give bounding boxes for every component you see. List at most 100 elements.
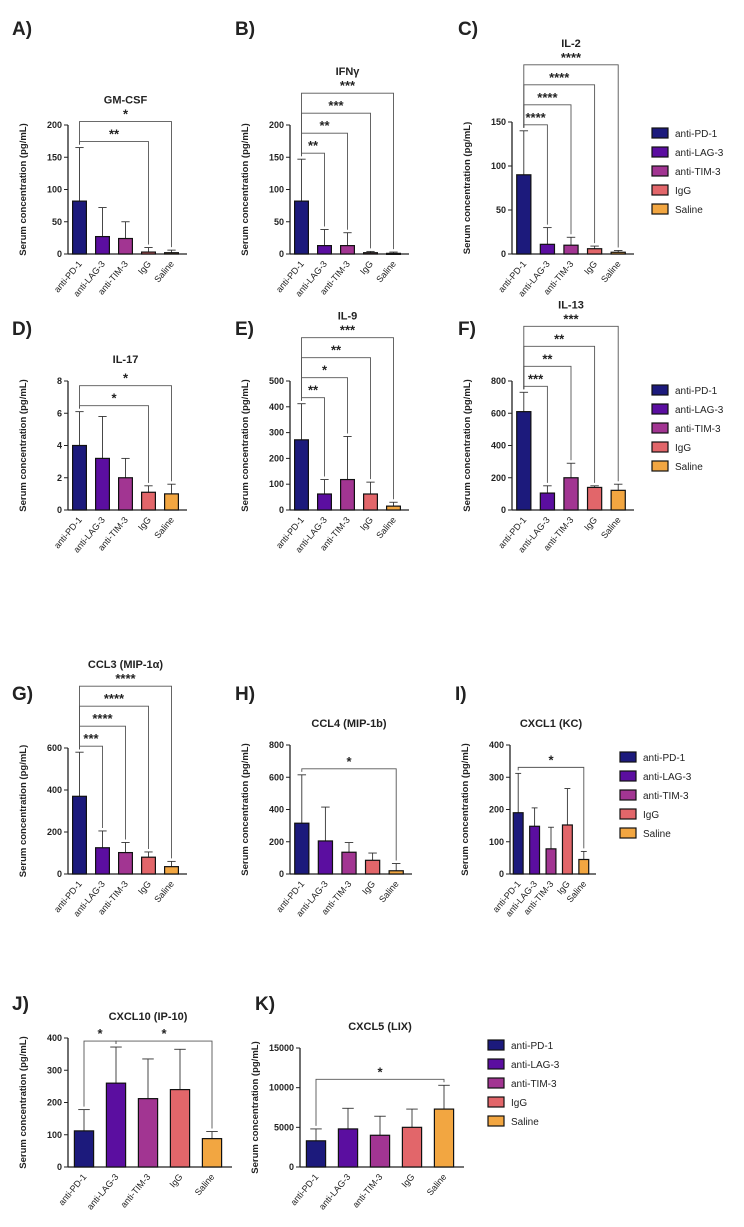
x-tick-label: IgG [582, 259, 599, 277]
x-tick-label: anti-TIM-3 [119, 1172, 153, 1210]
y-tick-label: 4 [57, 441, 62, 451]
y-tick-label: 600 [47, 743, 62, 753]
bar-igg [141, 491, 157, 511]
bar-igg [364, 859, 381, 875]
y-axis-label: Serum concentration (pg/mL) [462, 122, 473, 254]
bar-anti-tim-3 [563, 244, 579, 255]
y-tick-label: 100 [489, 837, 504, 847]
bar-anti-lag-3 [94, 457, 110, 511]
significance-bracket [523, 64, 619, 248]
bar-anti-tim-3 [117, 237, 133, 255]
significance-label: * [322, 363, 328, 378]
bar-anti-lag-3 [317, 840, 334, 875]
bar-anti-pd-1 [512, 812, 524, 875]
panel-f: F) 0 200 400 600 800 Serum concentration (pg/m… [458, 299, 634, 555]
legend-label: anti-LAG-3 [675, 405, 724, 416]
x-tick-label: IgG [136, 879, 153, 897]
significance-label: *** [340, 323, 356, 338]
significance-label: ** [308, 138, 319, 153]
y-tick-label: 0 [279, 869, 284, 879]
legend-swatch [619, 827, 637, 839]
y-axis-label: Serum concentration (pg/mL) [240, 743, 251, 875]
significance-label: ** [308, 383, 319, 398]
panel-label: A) [12, 19, 32, 40]
y-tick-label: 0 [57, 249, 62, 259]
significance-bracket [517, 766, 585, 849]
bar-anti-lag-3 [94, 847, 110, 875]
legend-label: anti-PD-1 [675, 386, 718, 397]
significance-label: * [377, 1064, 383, 1079]
panel-h: H) 0 200 400 600 800 Serum concentration (pg/m… [235, 684, 412, 919]
y-axis-label: Serum concentration (pg/mL) [460, 743, 471, 875]
bar-anti-lag-3 [94, 235, 110, 255]
x-tick-label: anti-PD-1 [288, 1172, 320, 1208]
panel-label: C) [458, 19, 478, 40]
panel-label: G) [12, 684, 33, 705]
legend-swatch [487, 1096, 505, 1108]
bar-anti-lag-3 [317, 493, 333, 511]
legend-label: anti-LAG-3 [643, 772, 692, 783]
x-tick-label: anti-TIM-3 [351, 1172, 385, 1210]
bar-saline [164, 493, 180, 511]
x-tick-label: anti-PD-1 [56, 1172, 88, 1208]
significance-bracket [523, 84, 596, 244]
x-tick-label: IgG [360, 879, 377, 897]
chart-title: GM-CSF [104, 95, 148, 107]
x-tick-label: Saline [152, 879, 176, 905]
y-axis-label: Serum concentration (pg/mL) [462, 379, 473, 511]
chart-title: IFNγ [336, 66, 361, 78]
y-tick-label: 200 [47, 827, 62, 837]
significance-label: *** [563, 311, 579, 326]
y-tick-label: 200 [269, 837, 284, 847]
y-tick-label: 800 [269, 740, 284, 750]
bar-anti-pd-1 [71, 444, 87, 511]
y-tick-label: 50 [496, 205, 506, 215]
significance-label: ** [554, 331, 565, 346]
significance-label: *** [340, 78, 356, 93]
significance-label: **** [92, 711, 113, 726]
y-tick-label: 2 [57, 473, 62, 483]
x-tick-label: Saline [374, 515, 398, 541]
legend-swatch [651, 127, 669, 139]
chart-title: CXCL5 (LIX) [348, 1021, 412, 1033]
legend-swatch [651, 203, 669, 215]
legend-label: anti-PD-1 [643, 753, 686, 764]
bar-anti-tim-3 [340, 245, 356, 255]
y-tick-label: 200 [491, 473, 506, 483]
y-tick-label: 0 [57, 1162, 62, 1172]
bar-anti-tim-3 [369, 1134, 391, 1168]
panel-label: E) [235, 319, 254, 340]
significance-bracket [79, 685, 172, 859]
legend-swatch [619, 808, 637, 820]
legend: anti-PD-1 anti-LAG-3 anti-TIM-3 IgG Saline [487, 1039, 560, 1128]
bar-saline [164, 866, 180, 875]
legend-swatch [651, 146, 669, 158]
legend-swatch [651, 422, 669, 434]
x-tick-label: anti-LAG-3 [85, 1172, 121, 1212]
bar-saline [386, 252, 402, 255]
y-tick-label: 800 [491, 376, 506, 386]
y-tick-label: 0 [279, 505, 284, 515]
y-tick-label: 200 [489, 805, 504, 815]
significance-label: **** [525, 110, 546, 125]
significance-label: ** [542, 351, 553, 366]
significance-bracket [523, 345, 596, 483]
y-tick-label: 50 [52, 217, 62, 227]
y-tick-label: 200 [269, 453, 284, 463]
panel-b: B) 0 50 100 150 200 Serum concentration (pg/mL… [235, 19, 409, 299]
bar-anti-pd-1 [294, 822, 310, 875]
bar-anti-lag-3 [317, 245, 333, 255]
bar-anti-pd-1 [294, 439, 310, 511]
significance-bracket [301, 768, 397, 861]
x-tick-label: anti-LAG-3 [317, 1172, 353, 1212]
panel-k: K) 0 5000 10000 15000 Serum concentration (pg… [250, 994, 464, 1212]
chart-title: IL-17 [113, 354, 139, 366]
y-tick-label: 100 [269, 479, 284, 489]
y-tick-label: 600 [491, 408, 506, 418]
y-tick-label: 0 [501, 249, 506, 259]
legend-swatch [651, 184, 669, 196]
y-axis-label: Serum concentration (pg/mL) [18, 379, 29, 511]
bar-anti-tim-3 [137, 1098, 159, 1168]
